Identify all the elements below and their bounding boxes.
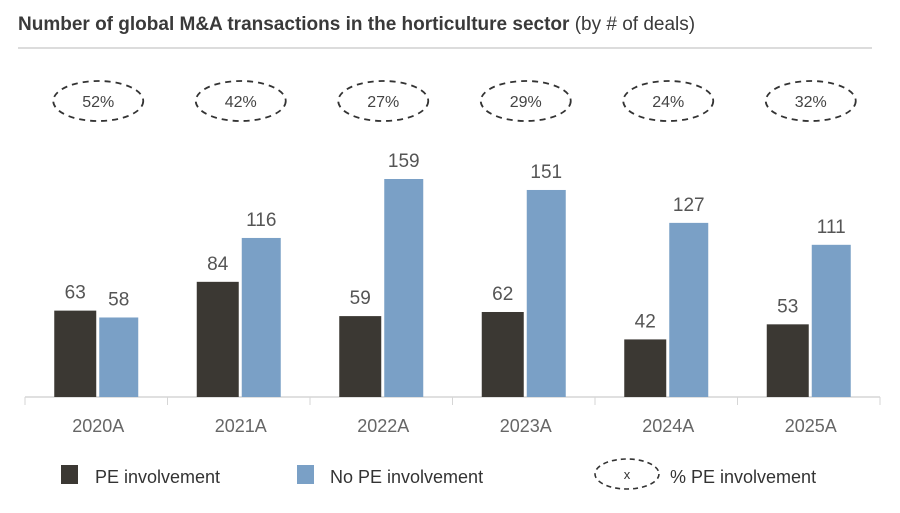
data-label: 116 — [246, 210, 276, 231]
pe-share-ellipse — [52, 80, 145, 122]
x-tick-label: 2023A — [500, 416, 552, 436]
data-label: 159 — [388, 151, 420, 172]
data-label: 111 — [817, 217, 846, 238]
bar-pe — [481, 311, 524, 397]
pe-share-ellipse — [194, 80, 287, 122]
bar-no-pe — [526, 189, 566, 397]
bar-pe — [766, 324, 809, 397]
data-label: 63 — [65, 283, 86, 304]
data-label: 42 — [635, 311, 656, 332]
data-label: 53 — [777, 296, 798, 317]
legend-ellipse — [594, 458, 660, 490]
legend-label-no-pe: No PE involvement — [330, 467, 483, 487]
bar-pe — [54, 310, 97, 397]
bar-no-pe — [384, 179, 424, 397]
data-label: 127 — [673, 195, 705, 216]
chart-title: Number of global M&A transactions in the… — [18, 14, 696, 35]
bar-pe — [196, 281, 239, 397]
pe-share-ellipse — [764, 80, 857, 122]
data-label: 58 — [108, 289, 129, 310]
pe-share-ellipse — [479, 80, 572, 122]
x-tick-label: 2025A — [785, 416, 837, 436]
x-tick-label: 2021A — [215, 416, 267, 436]
bar-no-pe — [669, 222, 709, 397]
pe-share-label: 29% — [510, 94, 542, 111]
legend-label-pe: PE involvement — [95, 467, 220, 487]
data-label: 62 — [492, 284, 513, 305]
data-label: 59 — [350, 288, 371, 309]
bar-no-pe — [99, 317, 139, 397]
x-tick-label: 2020A — [72, 416, 124, 436]
legend-swatch-pe — [61, 465, 78, 484]
data-label: 84 — [207, 254, 229, 275]
bar-no-pe — [241, 237, 281, 397]
pe-share-label: 52% — [82, 94, 114, 111]
chart-subtitle: (by # of deals) — [574, 14, 696, 35]
x-tick-label: 2024A — [642, 416, 694, 436]
pe-share-label: 32% — [795, 94, 827, 111]
bar-no-pe — [811, 244, 851, 397]
pe-share-label: 42% — [225, 94, 257, 111]
legend-swatch-no-pe — [297, 465, 314, 484]
legend-ellipse-marker: x — [624, 467, 631, 482]
pe-share-label: 27% — [367, 94, 399, 111]
data-label: 151 — [530, 162, 562, 183]
pe-share-label: 24% — [652, 94, 684, 111]
bar-pe — [624, 339, 667, 397]
pe-share-ellipse — [622, 80, 715, 122]
legend-label-pe-share: % PE involvement — [670, 467, 816, 487]
x-tick-label: 2022A — [357, 416, 409, 436]
bar-pe — [339, 316, 382, 397]
pe-share-ellipse — [337, 80, 430, 122]
